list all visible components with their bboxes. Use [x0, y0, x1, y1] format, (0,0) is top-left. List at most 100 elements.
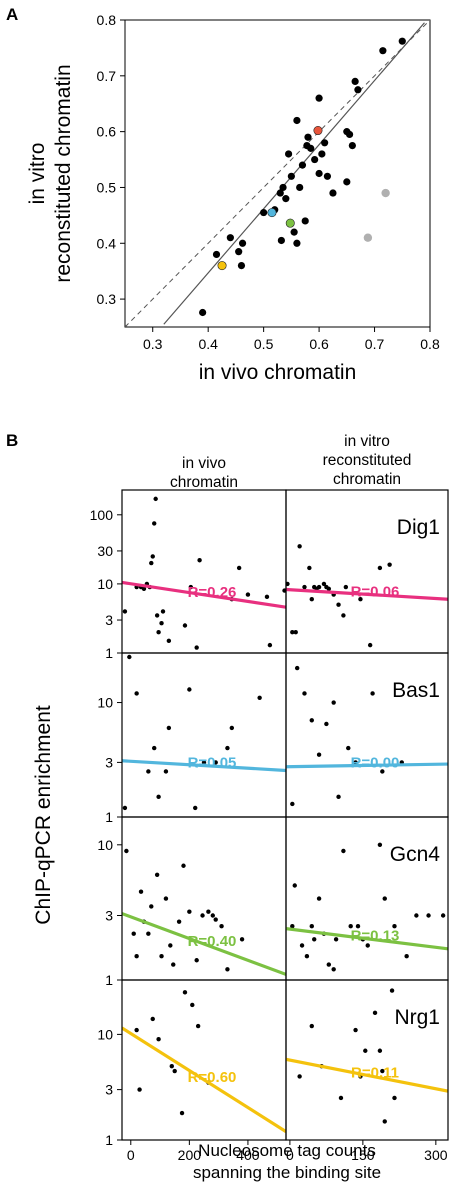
data-point	[137, 1087, 142, 1092]
data-point	[377, 565, 383, 571]
data-point	[160, 609, 166, 614]
data-point	[353, 1027, 358, 1033]
scatter-plot-a: 0.3 0.4 0.5 0.6 0.7 0.8 0.3 0.4 0.5 0.6 0.7 0.8 in v…	[26, 12, 440, 384]
data-point	[238, 239, 247, 247]
data-point	[131, 931, 136, 936]
r-value-label: R=0.60	[188, 1069, 237, 1086]
data-point	[127, 654, 132, 660]
data-point	[336, 602, 341, 607]
data-point	[353, 760, 358, 765]
data-point	[287, 172, 295, 180]
data-point	[134, 691, 139, 696]
data-point	[381, 188, 390, 198]
y-tick-label: 10	[97, 837, 113, 853]
data-point	[138, 889, 144, 894]
y-tick-label: 0.7	[97, 68, 117, 84]
y-tick-label: 1	[105, 645, 113, 661]
data-point	[171, 962, 176, 967]
data-point	[377, 842, 383, 848]
column-title: chromatin	[170, 474, 238, 491]
data-point	[284, 150, 293, 158]
data-point	[309, 1023, 314, 1029]
data-point	[404, 953, 409, 959]
data-point	[315, 94, 323, 102]
data-point	[321, 581, 327, 587]
data-point	[150, 554, 155, 559]
x-tick-label: 200	[178, 1147, 202, 1163]
data-point	[365, 943, 370, 948]
data-point	[296, 183, 304, 192]
y-tick-label: 30	[97, 543, 113, 559]
data-point	[187, 909, 192, 914]
data-point	[264, 594, 270, 600]
data-point	[257, 695, 262, 701]
data-point	[333, 937, 339, 942]
data-point	[316, 752, 322, 757]
r-value-label: R=0.11	[351, 1064, 399, 1081]
data-point	[290, 629, 295, 635]
y-tick-label: 0.6	[97, 124, 117, 140]
data-point	[348, 141, 356, 150]
data-point	[219, 924, 224, 929]
data-point	[212, 250, 221, 259]
column-title: in vitro	[344, 433, 390, 450]
data-point	[380, 1068, 385, 1074]
data-point	[341, 848, 346, 854]
y-tick-label: 0.8	[97, 12, 117, 28]
data-point	[316, 896, 322, 901]
y-tick-label: 0.5	[97, 179, 117, 195]
column-title: in vivo	[182, 455, 226, 472]
data-point	[326, 586, 332, 591]
data-point	[277, 236, 285, 245]
r-value-label: R=0.13	[351, 928, 400, 945]
data-point	[392, 1095, 397, 1101]
fit-line	[286, 762, 448, 769]
data-point	[181, 863, 186, 868]
data-point	[293, 116, 301, 125]
x-tick-label: 0.4	[198, 336, 218, 352]
data-point	[348, 924, 353, 929]
r-value-label: R=0.40	[188, 933, 237, 950]
data-point	[245, 592, 251, 597]
data-point	[345, 130, 354, 139]
data-point	[363, 233, 373, 242]
data-point	[398, 37, 406, 45]
data-point	[146, 769, 151, 774]
fit-line	[286, 927, 448, 951]
data-point	[182, 623, 188, 628]
fit-line	[122, 1026, 286, 1133]
data-point	[154, 613, 160, 618]
row-name-label: Gcn4	[390, 843, 441, 866]
data-point	[331, 700, 336, 705]
data-point	[293, 629, 298, 635]
data-point	[343, 178, 351, 186]
x-tick-label: 400	[236, 1147, 260, 1163]
y-tick-label: 0.4	[97, 235, 117, 251]
fit-line	[122, 580, 286, 609]
fit-line	[286, 587, 448, 601]
data-point	[311, 155, 319, 164]
data-point	[152, 521, 157, 526]
data-point	[172, 1068, 177, 1074]
x-tick-label: 0	[286, 1147, 294, 1163]
y-tick-label: 3	[105, 1082, 113, 1098]
data-point	[267, 642, 273, 648]
cell-frame	[285, 979, 449, 1141]
data-point	[235, 248, 243, 256]
y-tick-label: 10	[97, 576, 113, 592]
data-point	[149, 560, 154, 566]
x-tick-label: 0.5	[254, 336, 274, 352]
y-axis-label: ChIP-qPCR enrichment	[32, 705, 55, 925]
data-point	[316, 584, 322, 590]
data-point	[206, 909, 211, 914]
data-point	[292, 883, 297, 888]
data-point	[163, 769, 169, 774]
data-point	[229, 725, 235, 731]
data-point	[313, 126, 323, 136]
r-value-label: R=0.06	[351, 583, 400, 600]
data-point	[389, 988, 395, 993]
data-point	[290, 924, 295, 929]
panel-a-label: A	[6, 5, 18, 24]
data-point	[318, 150, 326, 158]
y-axis-label-line1: in vitro	[26, 143, 49, 205]
